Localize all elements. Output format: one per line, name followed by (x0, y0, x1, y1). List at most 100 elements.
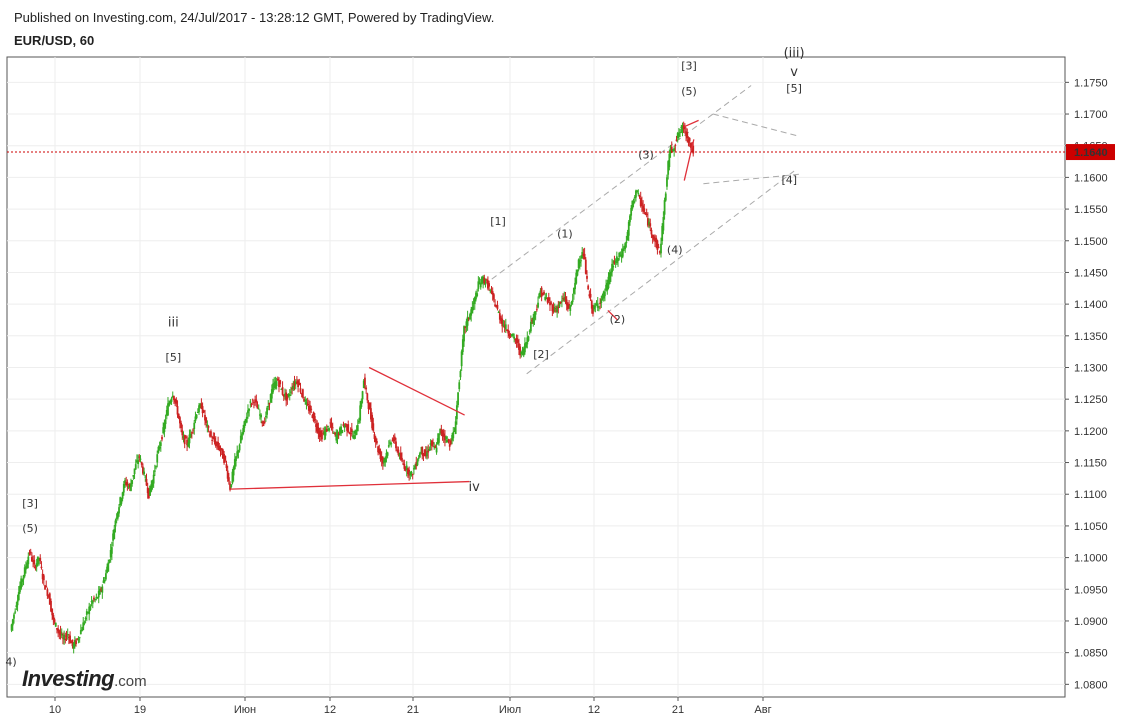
candle-body (446, 440, 449, 443)
candle-body (192, 429, 194, 431)
time-axis[interactable]: 10 19 Июн 12 21 Июл 12 21 Авг (49, 697, 772, 716)
candle-body (374, 437, 377, 443)
candle-body (280, 388, 283, 390)
candle-body (624, 243, 627, 250)
candle-body (611, 263, 613, 273)
candle-body (354, 429, 357, 434)
candle-body (380, 456, 383, 461)
candle-body (436, 438, 439, 444)
candle-body (350, 428, 353, 433)
candle-body (11, 619, 14, 626)
candle-body (253, 401, 255, 403)
candle-body (576, 269, 579, 276)
price-axis[interactable]: 1.17501.17001.16501.16001.15501.15001.14… (1065, 77, 1115, 691)
candle-body (543, 291, 545, 294)
candle-body (458, 382, 461, 390)
candle-body (101, 586, 104, 593)
candle-body (230, 484, 233, 487)
candle-body (550, 302, 553, 304)
candle-body (194, 416, 197, 421)
candle-body (599, 302, 602, 304)
candle-body (19, 585, 21, 593)
candle-body (524, 343, 526, 353)
candle-body (501, 318, 504, 327)
candle-body (606, 282, 609, 291)
candle-body (371, 414, 374, 429)
wave-label: iv (469, 480, 481, 495)
candle-body (110, 547, 113, 554)
candle-body (629, 215, 631, 223)
candle-body (183, 435, 186, 445)
candle-body (507, 329, 510, 334)
candle-body (482, 276, 485, 283)
candle-body (137, 460, 140, 465)
candle-body (390, 443, 393, 445)
candle-body (563, 297, 566, 301)
y-tick-label: 1.1350 (1074, 331, 1108, 343)
candle-body (541, 293, 544, 296)
candle-body (580, 260, 582, 262)
candle-body (199, 404, 202, 408)
candle-body (121, 492, 124, 499)
candle-body (448, 444, 451, 447)
candle-body (663, 200, 666, 215)
channel-lines (483, 85, 799, 375)
candle-body (153, 470, 156, 472)
candle-body (195, 414, 198, 419)
candle-body (680, 126, 683, 129)
grid (7, 57, 1065, 697)
candle-body (212, 436, 215, 439)
candle-body (47, 595, 50, 597)
candle-body (358, 420, 360, 423)
candle-body (62, 637, 64, 639)
candle-body (360, 400, 363, 407)
candle-body (649, 223, 652, 227)
candle-body (54, 622, 57, 627)
candle-body (672, 150, 674, 152)
candle-body (506, 329, 508, 331)
candle-body (566, 304, 569, 310)
candle-body (353, 435, 356, 439)
candle-body (368, 402, 371, 410)
candle-body (552, 306, 555, 312)
candle-body (600, 299, 603, 304)
candle-body (485, 279, 488, 281)
candle-body (429, 442, 432, 446)
candle-body (556, 306, 559, 313)
candle-body (662, 217, 665, 231)
candle-body (422, 453, 425, 457)
candle-body (165, 409, 168, 416)
x-tick-label: Июл (499, 704, 521, 716)
x-tick-label: 21 (407, 704, 419, 716)
candle-body (528, 330, 531, 332)
candle-body (392, 438, 395, 442)
candle-body (145, 478, 148, 486)
candle-body (689, 142, 692, 148)
x-tick-label: 19 (134, 704, 146, 716)
wave-label: v (790, 65, 798, 80)
candle-body (656, 240, 659, 250)
candle-body (169, 401, 172, 404)
candle-body (675, 139, 678, 141)
candle-body (546, 297, 549, 303)
candle-body (126, 482, 129, 486)
candle-body (408, 469, 411, 476)
candle-body (340, 426, 342, 434)
candle-body (561, 300, 563, 302)
wave-label: (5) (681, 85, 697, 98)
candle-body (164, 419, 167, 425)
candle-body (544, 297, 547, 300)
candle-body (449, 440, 452, 444)
candle-body (402, 463, 405, 465)
candle-body (69, 635, 71, 643)
candle-body (613, 260, 616, 264)
candle-body (214, 441, 217, 446)
candle-body (149, 485, 151, 496)
candle-body (124, 480, 126, 484)
candle-body (452, 432, 455, 439)
candle-body (114, 520, 117, 527)
candle-body (602, 291, 605, 299)
candle-body (667, 161, 670, 175)
candle-body (297, 380, 299, 388)
